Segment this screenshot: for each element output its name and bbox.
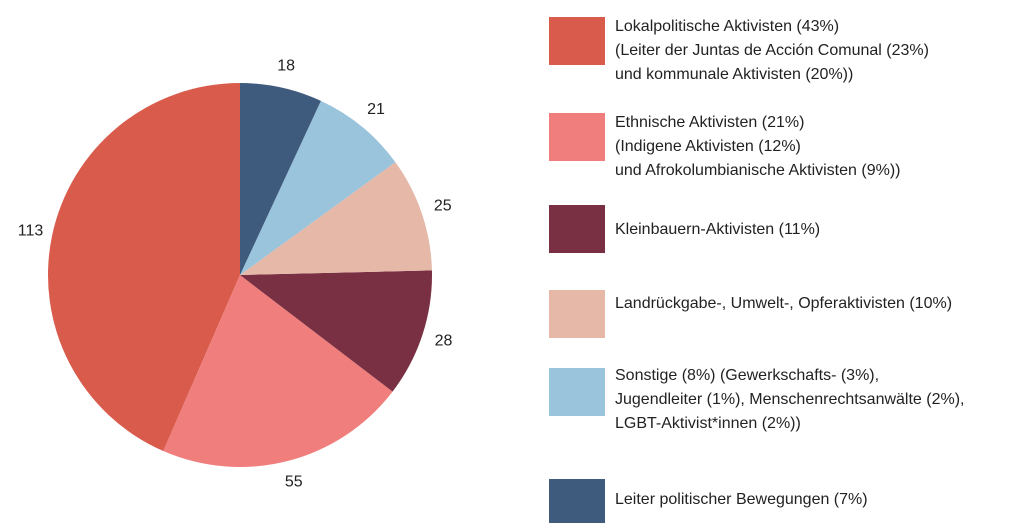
slice-label: 25	[434, 198, 452, 215]
legend-label: Leiter politischer Bewegungen (7%)	[615, 491, 868, 508]
legend-label: Lokalpolitische Aktivisten (43%)	[615, 18, 839, 35]
legend-label: Jugendleiter (1%), Menschenrechtsanwälte…	[615, 391, 965, 408]
pie-slice	[240, 270, 432, 392]
legend-swatch	[549, 368, 605, 416]
legend-swatch	[549, 479, 605, 523]
legend-label: und Afrokolumbianische Aktivisten (9%))	[615, 162, 900, 179]
legend-swatch	[549, 290, 605, 338]
legend-label: Ethnische Aktivisten (21%)	[615, 114, 804, 131]
legend-swatch	[549, 17, 605, 65]
legend-label: Kleinbauern-Aktivisten (11%)	[615, 221, 820, 238]
pie-slice	[240, 162, 432, 275]
pie-slice	[48, 83, 240, 452]
slice-label: 18	[277, 57, 295, 74]
legend-label: LGBT-Aktivist*innen (2%))	[615, 415, 801, 432]
pie-slice	[240, 83, 321, 275]
slice-label: 28	[435, 332, 453, 349]
legend-swatch	[549, 113, 605, 161]
legend-label: (Indigene Aktivisten (12%)	[615, 138, 801, 155]
slice-label: 21	[367, 101, 385, 118]
pie-slice	[163, 275, 393, 468]
pie-slice	[240, 100, 396, 275]
slice-label: 113	[18, 223, 44, 240]
legend-label: Landrückgabe-, Umwelt-, Opferaktivisten …	[615, 295, 952, 312]
slice-label: 55	[285, 473, 303, 490]
legend-swatch	[549, 205, 605, 253]
legend-label: (Leiter der Juntas de Acción Comunal (23…	[615, 42, 929, 59]
legend-label: und kommunale Aktivisten (20%))	[615, 66, 853, 83]
legend-label: Sonstige (8%) (Gewerkschafts- (3%),	[615, 367, 879, 384]
